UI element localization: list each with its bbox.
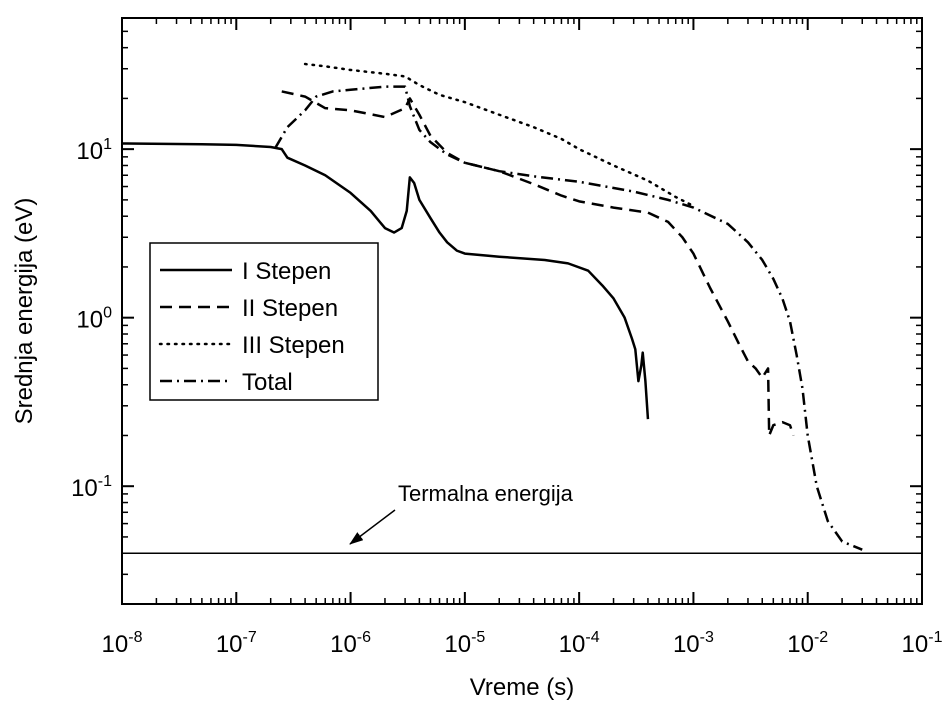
x-axis-title: Vreme (s) [470, 674, 574, 701]
y-tick-label: 100 [76, 305, 112, 334]
y-tick-labels: 10-1 100 101 [71, 136, 112, 502]
x-tick-label: 10-5 [444, 629, 485, 658]
x-tick-label: 10-6 [330, 629, 371, 658]
x-tick-label: 10-1 [902, 629, 943, 658]
series-line-ii-stepen [281, 90, 795, 437]
x-tick-labels: 10-8 10-7 10-6 10-5 10-4 10-3 10-2 10-1 [102, 629, 943, 658]
series-group [122, 62, 922, 555]
x-tick-label: 10-7 [216, 629, 257, 658]
series-line-total [274, 85, 863, 551]
legend-label-total: Total [242, 369, 293, 396]
x-tick-label: 10-2 [787, 629, 828, 658]
legend-label-i-stepen: I Stepen [242, 258, 331, 285]
annotation-arrow [349, 509, 396, 545]
annotation-termalna-energija: Termalna energija [398, 481, 574, 506]
plot-frame [121, 17, 923, 605]
x-tick-label: 10-8 [102, 629, 143, 658]
legend-label-iii-stepen: III Stepen [242, 332, 345, 359]
series-line-i-stepen [122, 142, 650, 420]
series-line-iii-stepen [303, 62, 695, 208]
legend-label-ii-stepen: II Stepen [242, 295, 338, 322]
x-tick-label: 10-3 [673, 629, 714, 658]
annotation-group: Termalna energija [349, 481, 574, 545]
y-tick-label: 101 [76, 136, 112, 165]
y-tick-label: 10-1 [71, 473, 112, 502]
x-tick-label: 10-4 [559, 629, 600, 658]
major-ticks [121, 18, 923, 604]
legend: I Stepen II Stepen III Stepen Total [149, 242, 379, 401]
y-axis-title: Srednja energija (eV) [11, 198, 38, 425]
